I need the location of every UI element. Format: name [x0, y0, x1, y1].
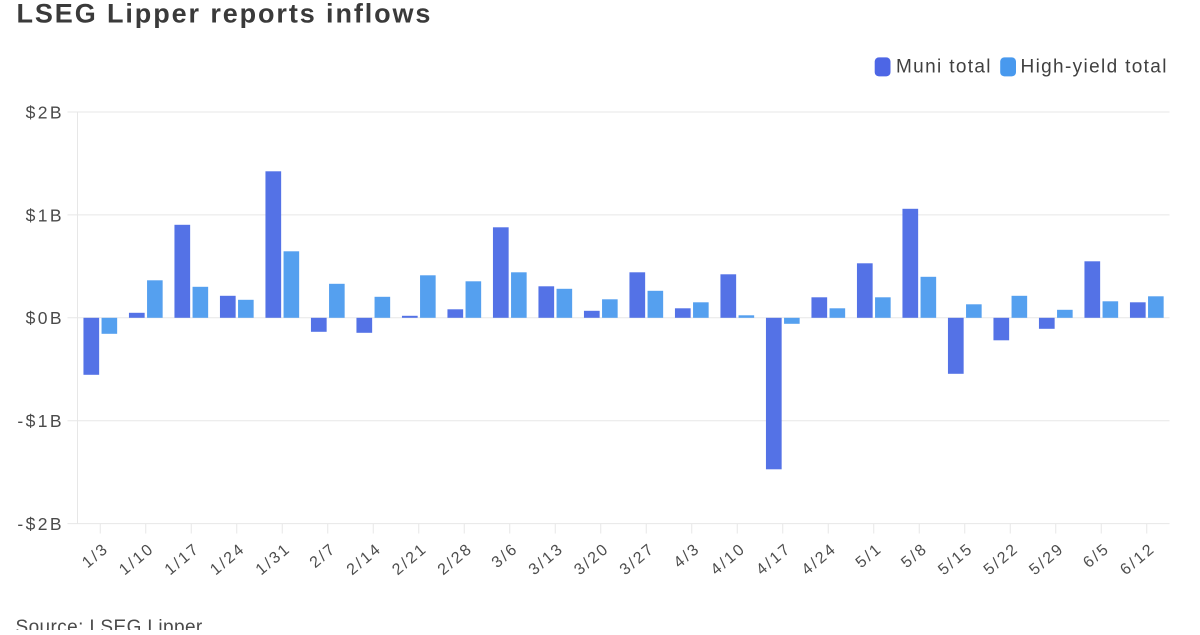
svg-text:-$1B: -$1B — [17, 411, 64, 431]
svg-text:-$2B: -$2B — [17, 514, 64, 534]
svg-text:Source: LSEG Lipper: Source: LSEG Lipper — [16, 617, 203, 630]
svg-text:LSEG Lipper reports inflows: LSEG Lipper reports inflows — [17, 0, 433, 29]
svg-text:Muni total: Muni total — [896, 57, 992, 78]
svg-text:$0B: $0B — [26, 308, 64, 328]
svg-text:$1B: $1B — [26, 205, 64, 225]
svg-text:$2B: $2B — [26, 102, 64, 122]
svg-text:High-yield total: High-yield total — [1021, 57, 1168, 78]
